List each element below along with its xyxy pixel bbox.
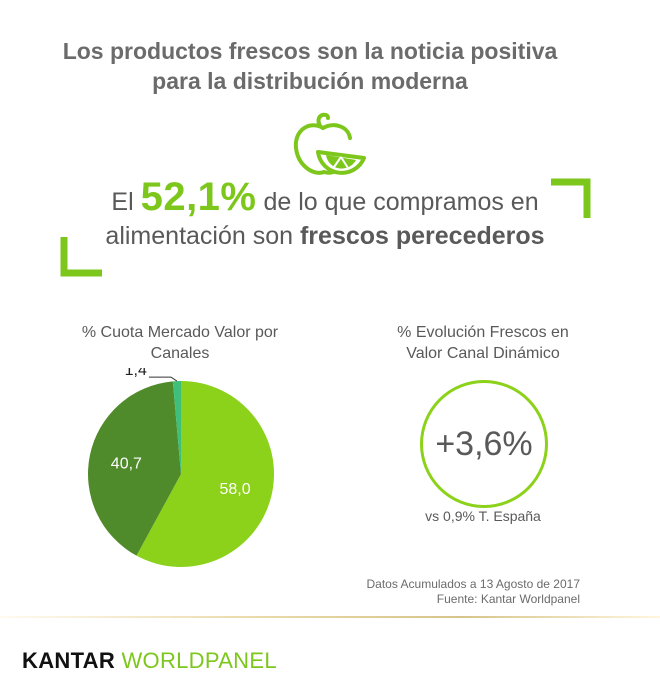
pie-data-label-1: 58,0	[220, 481, 251, 498]
headline-percentage: 52,1%	[140, 175, 257, 219]
bracket-bottom-left	[60, 237, 102, 277]
logo-word-kantar: KANTAR	[22, 648, 116, 673]
title-line-1: Los productos frescos son la noticia pos…	[62, 38, 558, 64]
headline-line2-pre: alimentación son	[105, 222, 300, 250]
pie-chart-title: % Cuota Mercado Valor por Canales	[60, 322, 300, 364]
pie-chart: 58,0 40,7 1,4	[87, 368, 274, 567]
bracket-top-right	[551, 178, 591, 218]
pie-data-label-2: 40,7	[111, 456, 142, 473]
headline: El 52,1% de lo que compramos en alimenta…	[55, 177, 595, 253]
headline-pre: El	[111, 188, 141, 216]
headline-line-1: El 52,1% de lo que compramos en	[55, 177, 595, 219]
pie-title-line-1: % Cuota Mercado Valor por	[81, 324, 279, 341]
title-line-2: para la distribución moderna	[152, 68, 468, 94]
footer-divider	[0, 616, 660, 618]
source-line-1: Datos Acumulados a 13 Agosto de 2017	[366, 577, 581, 591]
fruit-apple-lemon-icon	[293, 112, 366, 175]
kantar-worldpanel-logo: KANTAR WORLDPANEL	[22, 648, 277, 674]
logo-word-worldpanel: WORLDPANEL	[121, 648, 277, 673]
evolution-value: +3,6%	[435, 424, 533, 463]
evolution-circle: +3,6%	[420, 380, 548, 508]
evolution-title: % Evolución Frescos en Valor Canal Dinám…	[368, 322, 598, 364]
headline-mid: de lo que compramos en	[256, 188, 539, 216]
page-title: Los productos frescos son la noticia pos…	[0, 36, 620, 96]
pie-slice-2	[87, 381, 181, 556]
headline-line2-bold: frescos perecederos	[299, 222, 545, 250]
source-note: Datos Acumulados a 13 Agosto de 2017 Fue…	[367, 577, 581, 607]
pie-leader-line-3	[148, 376, 178, 382]
evolution-subtitle: vs 0,9% T. España	[425, 508, 541, 524]
headline-line-2: alimentación son frescos perecederos	[55, 219, 595, 253]
source-line-2: Fuente: Kantar Worldpanel	[436, 592, 580, 606]
pie-title-line-2: Canales	[150, 345, 210, 362]
evolution-title-line-2: Valor Canal Dinámico	[406, 345, 560, 362]
pie-slice-3	[172, 381, 181, 474]
pie-data-label-3: 1,4	[125, 368, 147, 379]
evolution-title-line-1: % Evolución Frescos en	[397, 324, 569, 341]
pie-slice-1	[136, 381, 274, 567]
